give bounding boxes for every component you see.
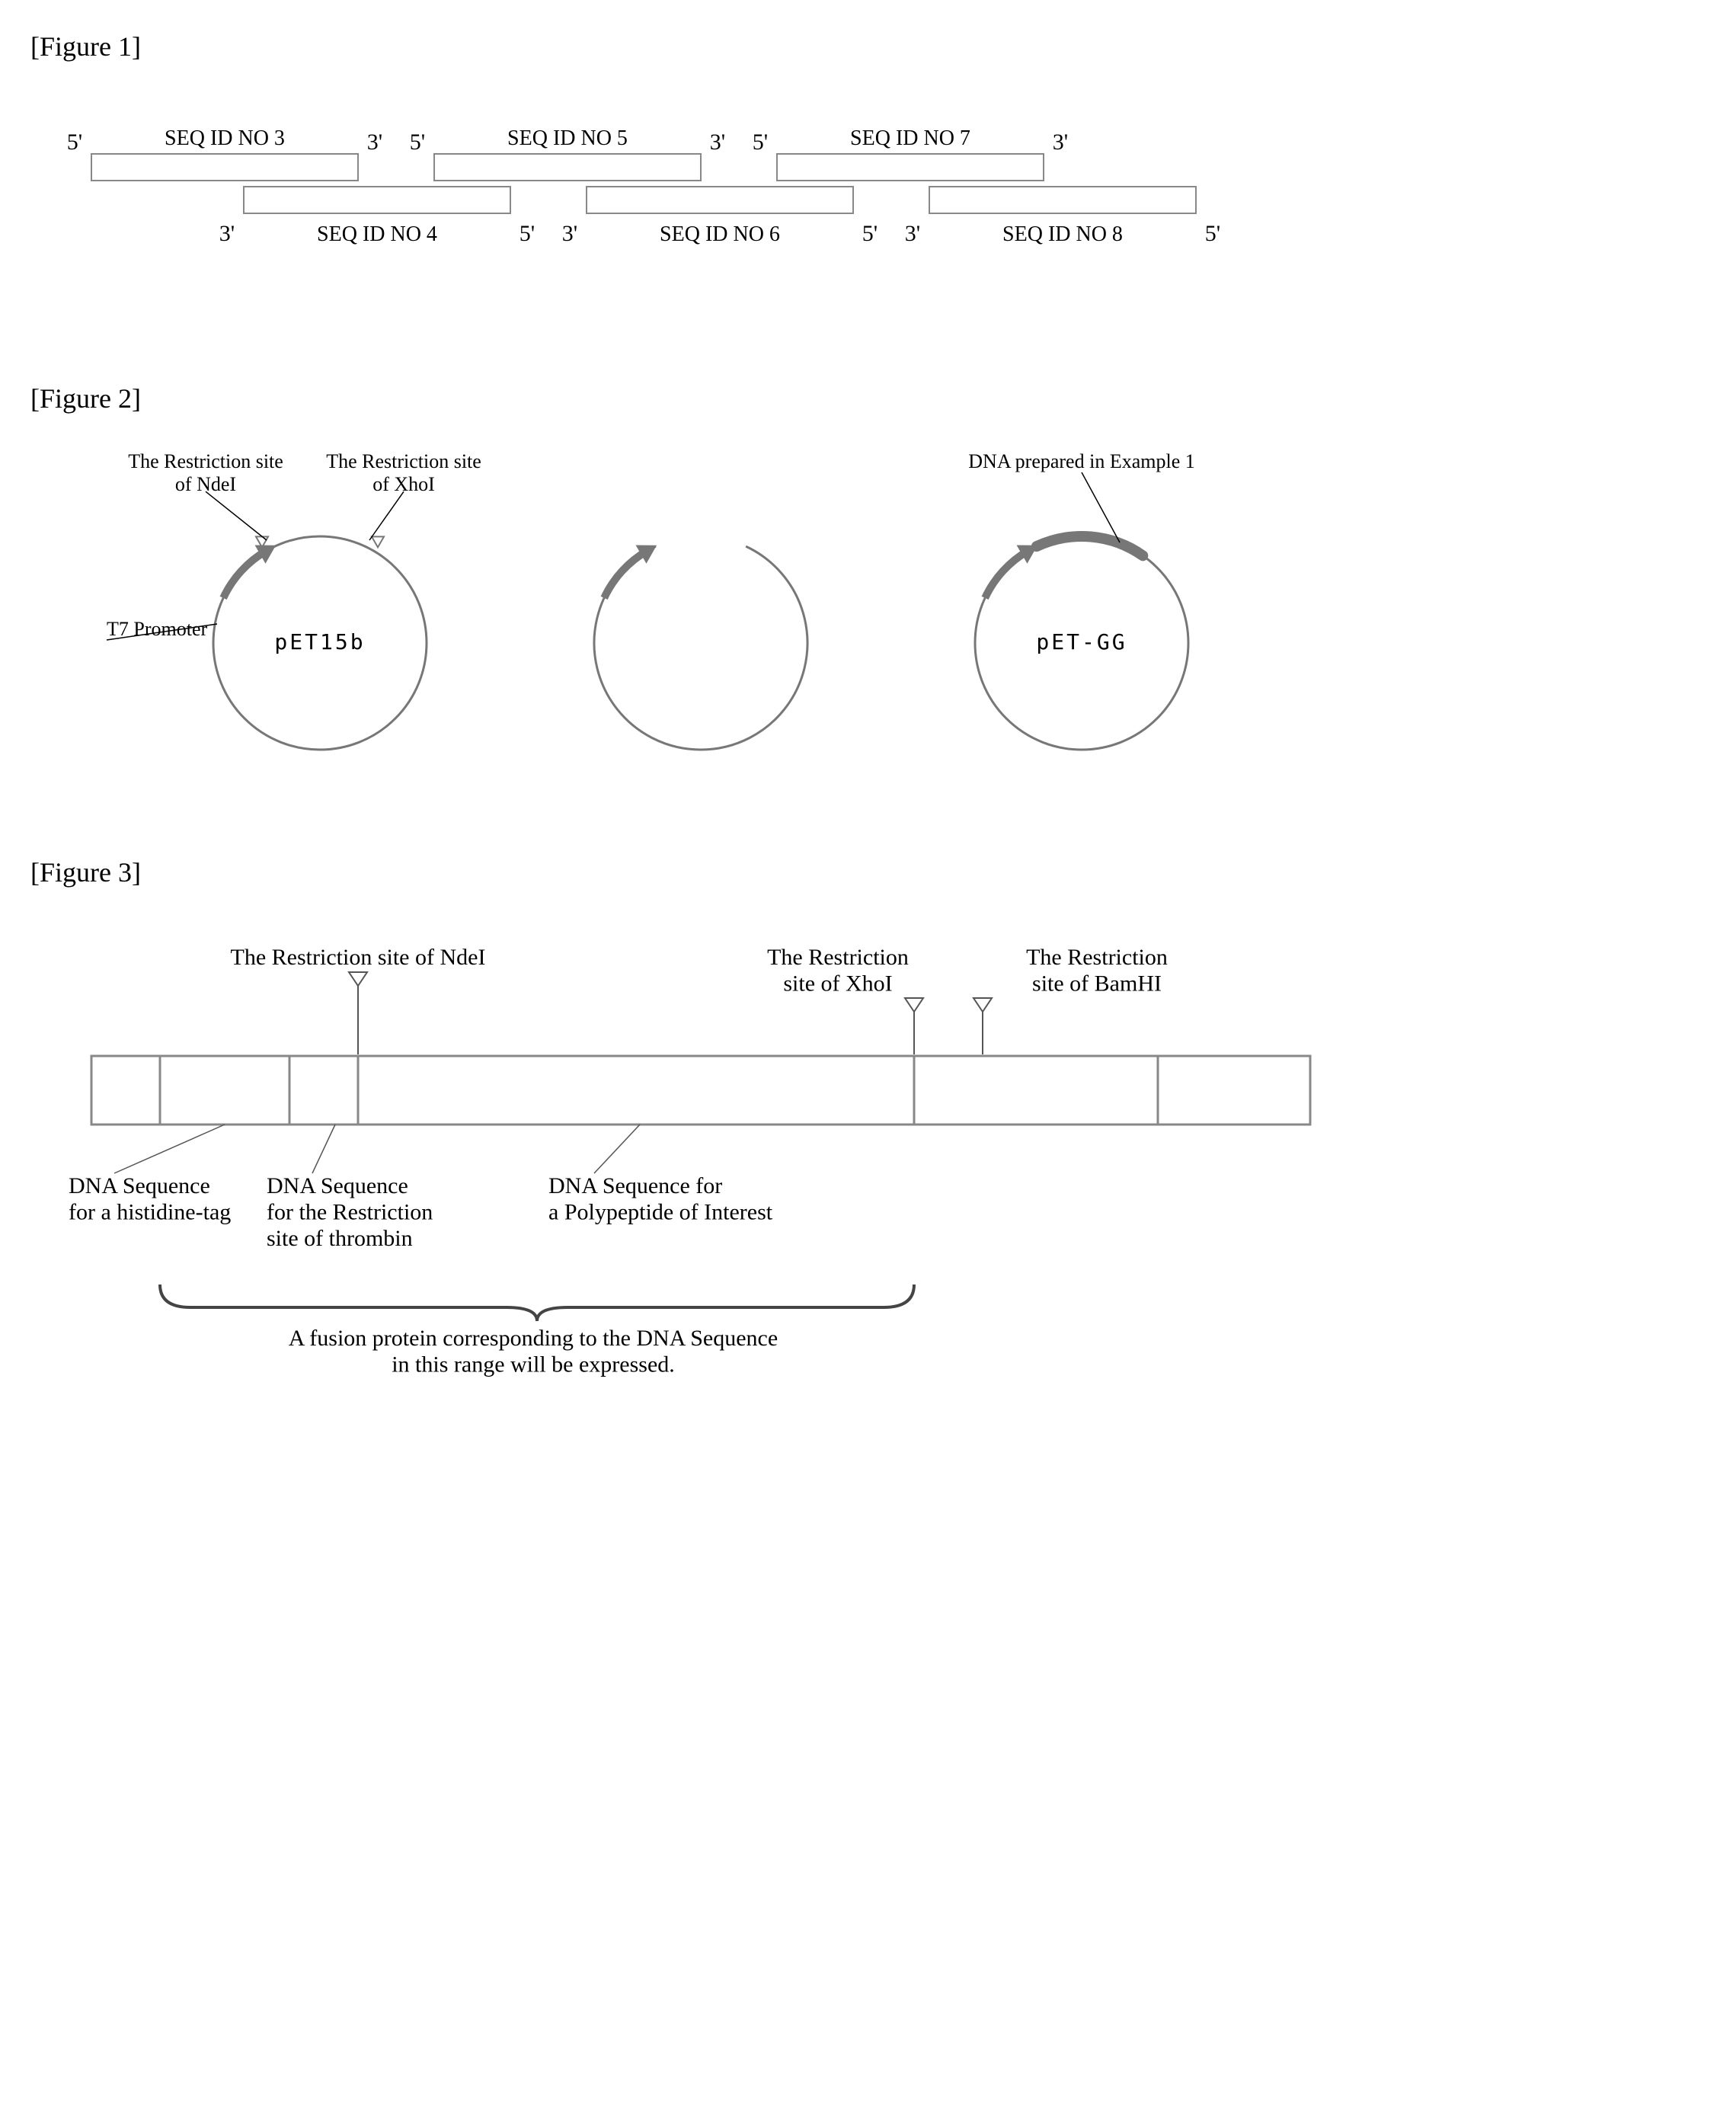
svg-text:3': 3' bbox=[710, 130, 725, 155]
figure-3-diagram: The Restriction site of NdeI The Restrict… bbox=[30, 919, 1402, 1414]
svg-text:SEQ ID NO 4: SEQ ID NO 4 bbox=[317, 222, 437, 246]
figure-1: [Figure 1] SEQ ID NO 3 5' 3' SEQ ID NO 5 5' 3… bbox=[30, 30, 1706, 291]
svg-text:3': 3' bbox=[367, 130, 382, 155]
svg-text:The Restrictionsite of XhoI: The Restrictionsite of XhoI bbox=[767, 945, 909, 997]
svg-text:A fusion protein corresponding: A fusion protein corresponding to the DN… bbox=[289, 1326, 778, 1377]
svg-text:3': 3' bbox=[1053, 130, 1068, 155]
svg-text:3': 3' bbox=[905, 221, 920, 246]
svg-text:SEQ ID NO 6: SEQ ID NO 6 bbox=[660, 222, 780, 246]
svg-text:DNA Sequencefor the Restrictio: DNA Sequencefor the Restrictionsite of t… bbox=[267, 1173, 433, 1251]
svg-text:SEQ ID NO 8: SEQ ID NO 8 bbox=[1002, 222, 1123, 246]
svg-text:The Restriction siteof XhoI: The Restriction siteof XhoI bbox=[326, 450, 481, 495]
svg-text:DNA Sequencefor a histidine-ta: DNA Sequencefor a histidine-tag bbox=[69, 1173, 231, 1225]
figure-2: [Figure 2] pET15b The Restriction siteof … bbox=[30, 382, 1706, 765]
figure-3-title: [Figure 3] bbox=[30, 856, 1706, 888]
svg-text:The Restrictionsite of BamHI: The Restrictionsite of BamHI bbox=[1026, 945, 1168, 997]
figure-2-diagram: pET15b The Restriction siteof NdeI The Res… bbox=[30, 445, 1325, 765]
svg-text:DNA Sequence fora Polypeptide: DNA Sequence fora Polypeptide of Interes… bbox=[548, 1173, 773, 1225]
svg-text:5': 5' bbox=[1205, 221, 1220, 246]
svg-text:T7 Promoter: T7 Promoter bbox=[107, 618, 207, 640]
svg-text:SEQ ID NO 5: SEQ ID NO 5 bbox=[507, 126, 628, 150]
svg-text:5': 5' bbox=[862, 221, 878, 246]
figure-1-diagram: SEQ ID NO 3 5' 3' SEQ ID NO 5 5' 3' SEQ ID NO … bbox=[30, 93, 1325, 291]
svg-text:5': 5' bbox=[753, 130, 768, 155]
svg-text:pET-GG: pET-GG bbox=[1036, 629, 1127, 654]
svg-text:SEQ ID NO 7: SEQ ID NO 7 bbox=[850, 126, 970, 150]
svg-text:3': 3' bbox=[562, 221, 577, 246]
svg-text:5': 5' bbox=[520, 221, 535, 246]
svg-text:3': 3' bbox=[219, 221, 235, 246]
figure-1-title: [Figure 1] bbox=[30, 30, 1706, 62]
svg-text:The Restriction siteof NdeI: The Restriction siteof NdeI bbox=[128, 450, 283, 495]
figure-3: [Figure 3] The Restriction site of NdeIT… bbox=[30, 856, 1706, 1414]
svg-text:5': 5' bbox=[410, 130, 425, 155]
svg-text:pET15b: pET15b bbox=[274, 629, 365, 654]
svg-text:The Restriction site of NdeI: The Restriction site of NdeI bbox=[231, 945, 486, 970]
figure-2-title: [Figure 2] bbox=[30, 382, 1706, 414]
svg-text:DNA prepared in Example 1: DNA prepared in Example 1 bbox=[968, 450, 1194, 472]
svg-text:SEQ ID NO 3: SEQ ID NO 3 bbox=[165, 126, 285, 150]
svg-text:5': 5' bbox=[67, 130, 82, 155]
